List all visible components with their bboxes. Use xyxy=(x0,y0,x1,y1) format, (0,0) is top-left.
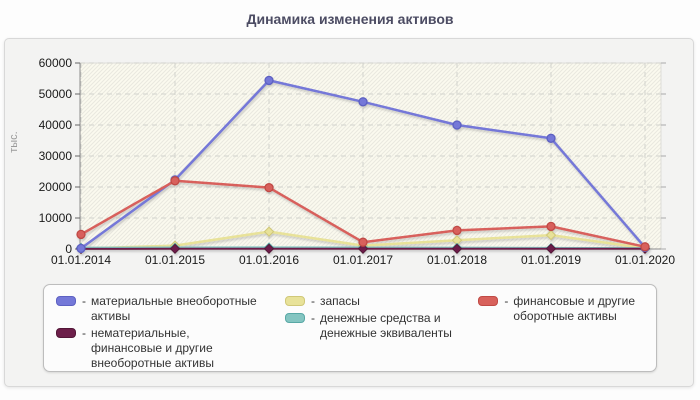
series-marker-4 xyxy=(640,242,650,252)
series-marker-0 xyxy=(546,133,556,143)
chart-svg: 0 10000 20000 30000 40000 50000 60000 01.01.201… xyxy=(8,56,675,267)
y-tick-label: 20000 xyxy=(39,180,73,194)
series-marker-4 xyxy=(358,237,368,247)
series-marker-1 xyxy=(169,243,181,255)
legend-column-0: - материальные внеоборотные активы - немате… xyxy=(56,294,285,373)
x-tick-label: 01.01.2016 xyxy=(239,253,299,267)
series-group xyxy=(75,75,651,255)
series-marker-1 xyxy=(263,243,275,255)
series-marker-0 xyxy=(452,120,462,130)
chart-card: 0 10000 20000 30000 40000 50000 60000 01.01.201… xyxy=(4,38,694,387)
series-marker-0 xyxy=(76,243,86,254)
series-marker-0 xyxy=(264,75,274,86)
legend-item-4: - финансовые и другие оборотные активы xyxy=(478,294,656,324)
chart-title: Динамика изменения активов xyxy=(246,11,454,27)
legend-dash: - xyxy=(82,326,86,340)
legend-swatch-0 xyxy=(56,296,76,306)
series-marker-1 xyxy=(545,243,557,254)
series-marker-4 xyxy=(452,225,462,236)
gridlines xyxy=(80,62,661,249)
legend-item-2: - запасы xyxy=(284,294,478,309)
y-tick-label: 50000 xyxy=(39,87,73,101)
legend: - материальные внеоборотные активы - немате… xyxy=(43,284,657,372)
legend-swatch-3 xyxy=(284,313,305,323)
series-marker-4 xyxy=(546,221,556,232)
series-marker-4 xyxy=(76,229,86,240)
x-tick-label: 01.01.2014 xyxy=(51,253,111,267)
series-marker-4 xyxy=(264,182,274,193)
legend-label-2: запасы xyxy=(319,294,360,308)
series-marker-0 xyxy=(358,97,368,107)
legend-dash: - xyxy=(82,294,86,308)
legend-label-1: нематериальные, финансовые и другие внео… xyxy=(91,326,214,370)
legend-label-4: финансовые и другие оборотные активы xyxy=(513,294,636,323)
y-tick-label: 60000 xyxy=(39,56,73,70)
x-tick-label: 01.01.2018 xyxy=(427,253,487,267)
legend-dash: - xyxy=(504,294,509,308)
legend-label-3: денежные средства и денежные эквиваленты xyxy=(319,311,452,340)
x-tick-label: 01.01.2019 xyxy=(521,253,581,267)
legend-swatch-2 xyxy=(284,296,305,306)
legend-column-2: - финансовые и другие оборотные активы xyxy=(478,294,656,326)
y-axis-unit-label: тыс. xyxy=(8,131,20,153)
x-tick-label: 01.01.2015 xyxy=(145,253,205,267)
series-marker-4 xyxy=(170,176,180,186)
x-tick-label: 01.01.2020 xyxy=(615,253,675,267)
legend-label-0: материальные внеоборотные активы xyxy=(91,294,257,323)
x-tick-label: 01.01.2017 xyxy=(333,253,393,267)
legend-dash: - xyxy=(310,311,315,325)
y-tick-label: 0 xyxy=(65,242,72,256)
series-marker-2 xyxy=(545,229,557,241)
y-tick-label: 30000 xyxy=(39,149,73,163)
legend-item-0: - материальные внеоборотные активы xyxy=(56,294,285,324)
series-marker-2 xyxy=(451,235,463,246)
legend-swatch-1 xyxy=(56,328,76,338)
series-marker-1 xyxy=(451,243,463,255)
legend-item-1: - нематериальные, финансовые и другие вне… xyxy=(56,326,285,371)
legend-swatch-4 xyxy=(478,296,499,306)
y-tick-label: 10000 xyxy=(39,211,73,225)
legend-dash: - xyxy=(310,294,315,308)
series-marker-2 xyxy=(263,226,275,237)
legend-item-3: - денежные средства и денежные эквивалент… xyxy=(284,311,478,341)
legend-column-1: - запасы - денежные средства и денежные экв… xyxy=(284,294,478,343)
y-tick-label: 40000 xyxy=(39,118,73,132)
